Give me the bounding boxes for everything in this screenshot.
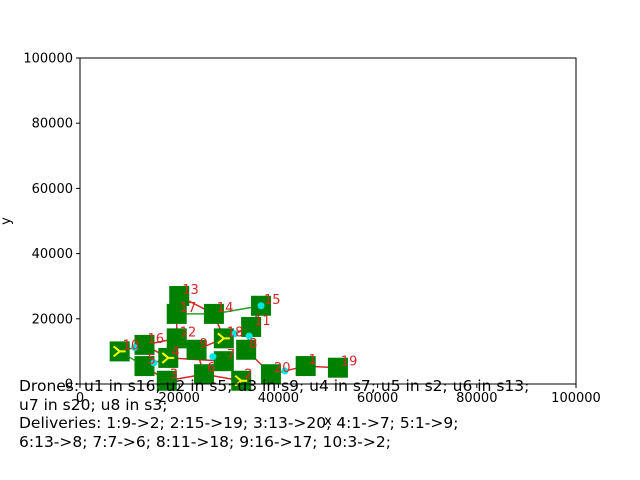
y-tick-label-0: 0 [65, 378, 73, 393]
y-tick-label-40000: 40000 [32, 247, 73, 262]
caption-line-deliveries-cont: 6:13->8; 7:7->6; 8:11->18; 9:16->17; 10:… [19, 432, 391, 451]
station-label-7: 7 [227, 348, 235, 363]
station-label-5: 5 [147, 353, 155, 368]
stations-layer [109, 285, 348, 391]
drone-marker-1-20 [281, 367, 289, 375]
station-label-1: 1 [309, 353, 317, 368]
x-tick-label-100000: 100000 [551, 391, 601, 406]
station-marker-17 [166, 303, 187, 324]
delivery-marker-4 [161, 352, 175, 364]
x-tick-label-0: 0 [76, 391, 84, 406]
station-label-20: 20 [274, 361, 291, 376]
caption-line-drones: Drones: u1 in s16; u2 in s5; u3 in s9; u… [19, 377, 530, 395]
station-marker-3 [156, 370, 177, 391]
drone-marker-4-5 [150, 359, 158, 367]
station-label-14: 14 [217, 301, 234, 316]
drone-marker-9-7 [209, 353, 217, 361]
x-axis-label: x [324, 414, 332, 429]
station-marker-9 [186, 339, 207, 360]
y-tick-label-20000: 20000 [32, 312, 73, 327]
x-tick-label-60000: 60000 [357, 391, 398, 406]
station-label-19: 19 [341, 355, 358, 370]
drone-marker-8-11 [245, 332, 253, 340]
drone-marker-15-15 [257, 302, 265, 310]
y-tick-label-80000: 80000 [32, 117, 73, 132]
x-tick-label-80000: 80000 [456, 391, 497, 406]
drone-marker-11-18 [231, 330, 239, 338]
station-marker-11 [241, 316, 262, 337]
caption-line-drones-cont: u7 in s20; u8 in s3; [19, 395, 168, 414]
station-marker-13 [169, 285, 190, 306]
delivery-marker-18 [217, 332, 230, 345]
station-label-15: 15 [264, 293, 281, 308]
station-label-17: 17 [180, 301, 197, 316]
station-marker-6 [194, 364, 214, 385]
station-marker-5 [134, 356, 155, 377]
station-label-12: 12 [180, 325, 197, 340]
station-marker-16 [134, 334, 155, 355]
y-axis-label: y [0, 217, 14, 225]
x-tick-label-40000: 40000 [258, 391, 299, 406]
station-label-3: 3 [170, 368, 178, 383]
drone-marker-10-16 [131, 343, 139, 351]
station-label-9: 9 [200, 337, 208, 352]
station-marker-14 [203, 303, 224, 324]
y-tick-label-100000: 100000 [23, 52, 73, 67]
axis-ticks: 0 20000 40000 60000 80000 100000 0 20000 40000 60… [23, 52, 600, 407]
station-label-18: 18 [227, 325, 244, 340]
caption: Drones: u1 in s16; u2 in s5; u3 in s9; u… [19, 377, 629, 451]
station-marker-20 [260, 364, 281, 385]
x-tick-label-20000: 20000 [159, 391, 200, 406]
station-marker-12 [166, 328, 187, 349]
station-marker-1 [295, 356, 316, 377]
caption-line-deliveries: Deliveries: 1:9->2; 2:15->19; 3:13->20; … [19, 414, 459, 432]
station-label-13: 13 [182, 283, 199, 298]
y-tick-label-60000: 60000 [32, 182, 73, 197]
station-label-4: 4 [171, 345, 179, 360]
station-label-16: 16 [147, 332, 164, 347]
station-label-6: 6 [207, 361, 215, 376]
station-label-11: 11 [254, 314, 271, 329]
station-label-10: 10 [123, 338, 140, 353]
station-label-8: 8 [249, 337, 257, 352]
station-marker-7 [213, 351, 234, 372]
delivery-marker-10 [113, 345, 126, 358]
station-marker-19 [327, 357, 348, 378]
plot-frame [79, 57, 577, 385]
station-label-2: 2 [244, 368, 252, 383]
station-marker-8 [236, 339, 257, 360]
